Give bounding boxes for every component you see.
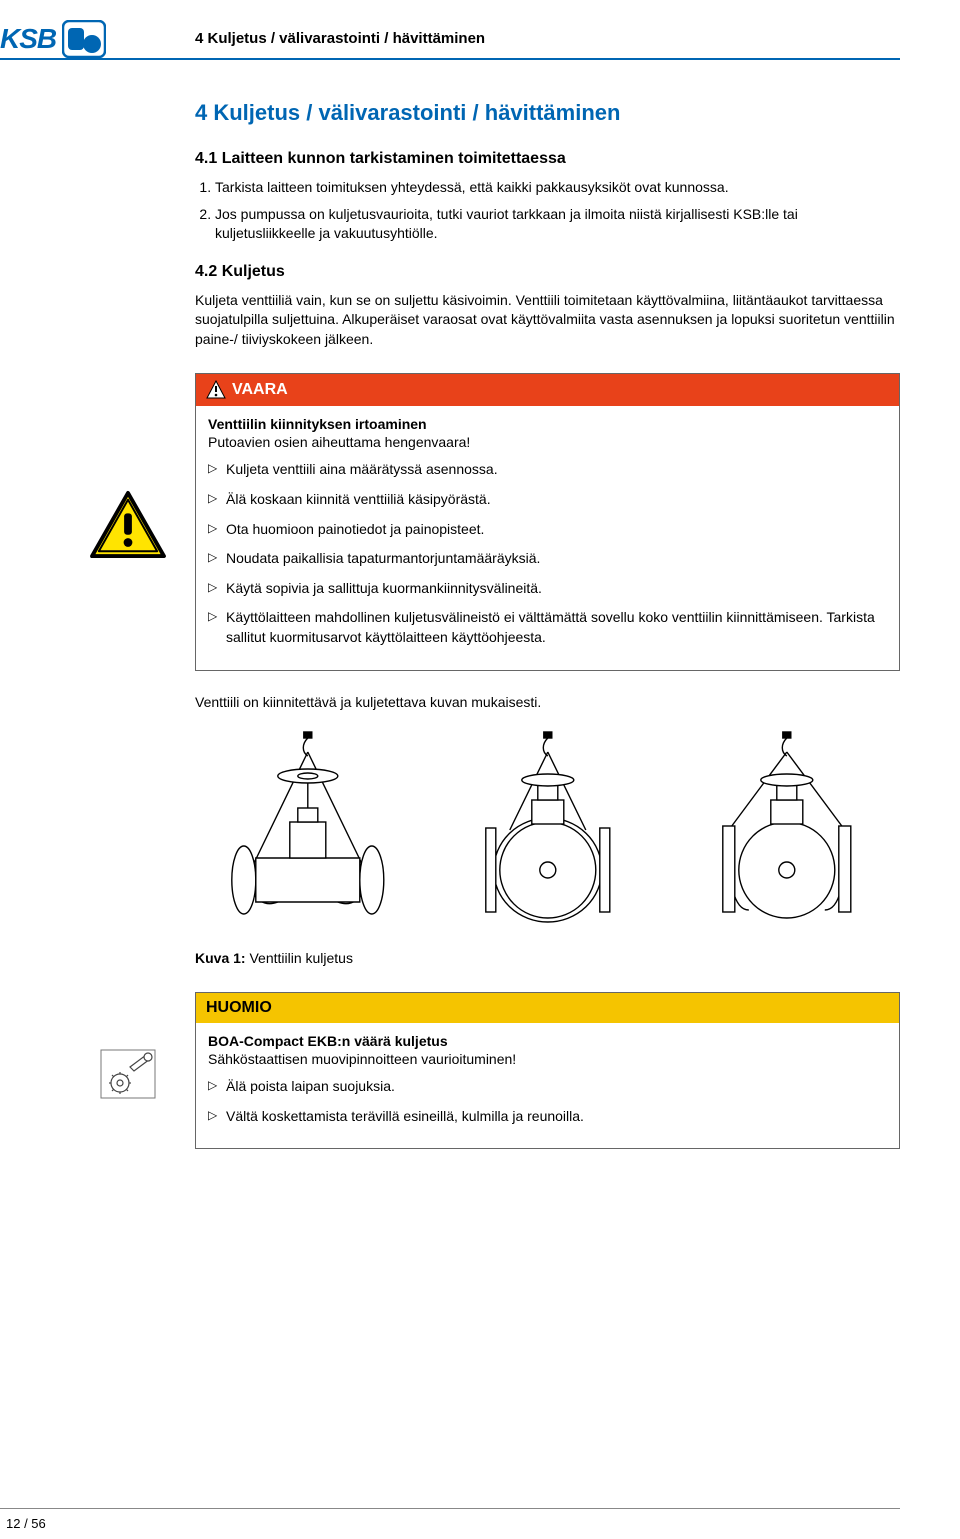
figure-valve-front — [195, 730, 421, 940]
danger-subtext: Putoavien osien aiheuttama hengenvaara! — [208, 434, 887, 450]
list-item: Älä poista laipan suojuksia. — [208, 1077, 887, 1097]
notice-subtext: Sähköstaattisen muovipinnoitteen vaurioi… — [208, 1051, 887, 1067]
figure-row — [195, 730, 900, 940]
list-item: Käytä sopivia ja sallittuja kuormankiinn… — [208, 579, 887, 599]
brand-logo: KSB — [0, 20, 106, 58]
wrench-gear-icon — [100, 1049, 156, 1099]
notice-label: HUOMIO — [206, 999, 272, 1017]
notice-bullets: Älä poista laipan suojuksia. Vältä koske… — [208, 1077, 887, 1126]
page-number: 12 / 56 — [6, 1516, 46, 1531]
list-item: Käyttölaitteen mahdollinen kuljetusvälin… — [208, 608, 887, 647]
figure-caption-label: Kuva 1: — [195, 950, 246, 966]
figure-valve-side-2 — [674, 730, 900, 940]
list-item: Vältä koskettamista terävillä esineillä,… — [208, 1107, 887, 1127]
header-divider — [0, 58, 900, 60]
figure-valve-side-1 — [435, 730, 661, 940]
notice-icon-cell — [60, 1049, 195, 1099]
figure-caption-text: Venttiilin kuljetus — [249, 950, 353, 966]
notice-callout: HUOMIO BOA-Compact EKB:n väärä kuljetus … — [195, 992, 900, 1149]
section-title: 4 Kuljetus / välivarastointi / hävittämi… — [195, 100, 900, 126]
list-item: Ota huomioon painotiedot ja painopisteet… — [208, 520, 887, 540]
subsection-4-2-title: 4.2 Kuljetus — [195, 263, 900, 281]
figure-caption: Kuva 1: Venttiilin kuljetus — [195, 950, 900, 966]
danger-bullets: Kuljeta venttiili aina määrätyssä asenno… — [208, 460, 887, 647]
danger-header: VAARA — [196, 374, 899, 406]
list-item: Tarkista laitteen toimituksen yhteydessä… — [215, 178, 900, 197]
list-item: Älä koskaan kiinnitä venttiiliä käsipyör… — [208, 490, 887, 510]
list-item: Jos pumpussa on kuljetusvaurioita, tutki… — [215, 205, 900, 243]
warning-icon-cell — [60, 490, 195, 560]
check-list: Tarkista laitteen toimituksen yhteydessä… — [195, 178, 900, 243]
danger-label: VAARA — [232, 381, 288, 399]
body-paragraph: Kuljeta venttiiliä vain, kun se on sulje… — [195, 291, 900, 350]
running-header-title: 4 Kuljetus / välivarastointi / hävittämi… — [195, 30, 485, 47]
subsection-4-1-title: 4.1 Laitteen kunnon tarkistaminen toimit… — [195, 150, 900, 168]
exclamation-icon — [206, 380, 226, 400]
list-item: Noudata paikallisia tapaturmantorjuntamä… — [208, 549, 887, 569]
notice-lead: BOA-Compact EKB:n väärä kuljetus — [208, 1033, 887, 1049]
list-item: Kuljeta venttiili aina määrätyssä asenno… — [208, 460, 887, 480]
danger-callout: VAARA Venttiilin kiinnityksen irtoaminen… — [195, 373, 900, 670]
footer-divider — [0, 1508, 900, 1509]
after-danger-text: Venttiili on kiinnitettävä ja kuljetetta… — [195, 693, 900, 713]
brand-name: KSB — [0, 23, 56, 55]
brand-mark-icon — [62, 20, 106, 58]
notice-header: HUOMIO — [196, 993, 899, 1023]
warning-triangle-icon — [89, 490, 167, 560]
danger-lead: Venttiilin kiinnityksen irtoaminen — [208, 416, 887, 432]
